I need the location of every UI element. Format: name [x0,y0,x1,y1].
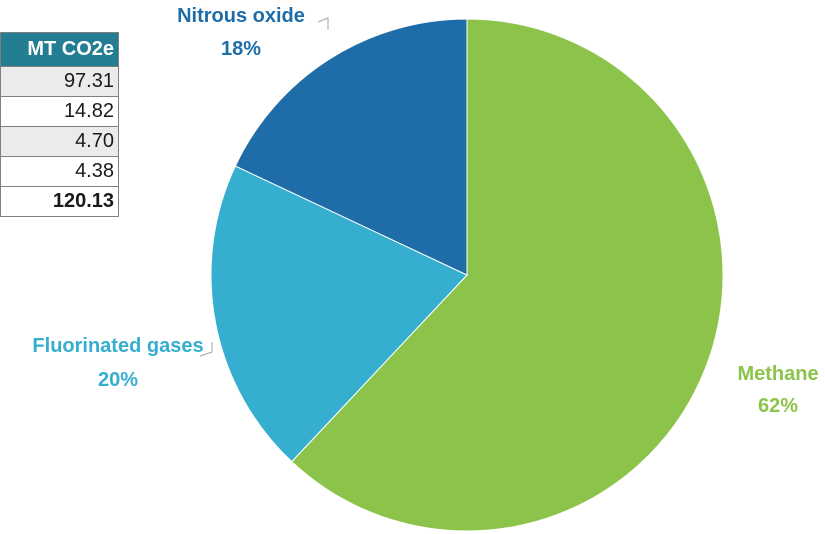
slice-label-fluorinated-gases: Fluorinated gases [32,335,203,357]
table-cell: 97.31 [0,66,119,97]
leader-lines [199,17,329,357]
table-row: 4.70 [0,126,119,157]
table-row: 4.38 [0,156,119,187]
slice-label-methane: Methane [737,363,818,385]
leader-fluorinated-gases [199,342,213,357]
slice-percent-methane: 62% [758,395,798,417]
table-row: 97.31 [0,66,119,97]
slice-percent-fluorinated-gases: 20% [98,369,138,391]
pie-slice-fluorinated-gases [210,165,468,463]
table-cell: 14.82 [0,96,119,127]
slice-label-nitrous-oxide: Nitrous oxide [177,5,305,27]
table-row: 14.82 [0,96,119,127]
slice-labels: Methane 62% Fluorinated gases 20% Nitrous ox… [32,5,818,417]
pie-slice-nitrous-oxide [234,18,468,276]
pie-slices [210,18,724,532]
table-cell: 4.70 [0,126,119,157]
table-total-cell: 120.13 [0,186,119,217]
table-header: MT CO2e [0,32,119,67]
pie-slice-methane [291,18,724,532]
slice-percent-nitrous-oxide: 18% [221,38,261,60]
table-total-row: 120.13 [0,186,119,217]
emissions-table: MT CO2e 97.31 14.82 4.70 4.38 120.13 [0,32,119,217]
table-header-row: MT CO2e [0,32,119,67]
table-cell: 4.38 [0,156,119,187]
leader-nitrous-oxide [317,17,329,30]
